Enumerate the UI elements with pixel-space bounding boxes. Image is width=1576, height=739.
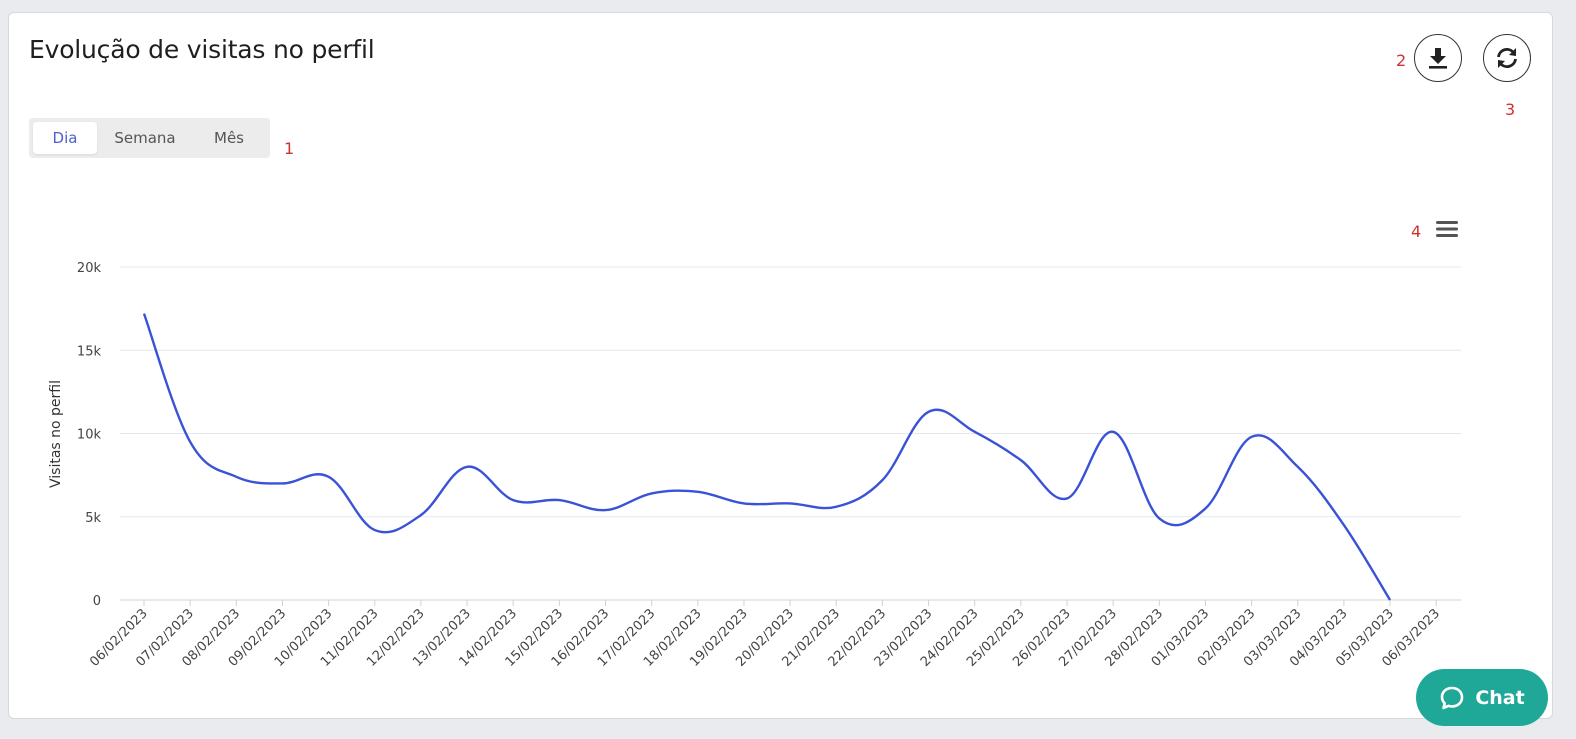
data-point[interactable] — [600, 504, 612, 516]
data-point[interactable] — [138, 308, 150, 320]
data-point[interactable] — [323, 471, 335, 483]
data-point[interactable] — [969, 426, 981, 438]
data-point[interactable] — [784, 497, 796, 509]
y-tick-label: 10k — [77, 428, 102, 443]
data-point[interactable] — [1061, 492, 1073, 504]
data-point[interactable] — [553, 494, 565, 506]
hamburger-menu-icon[interactable] — [1436, 219, 1458, 239]
data-point[interactable] — [923, 406, 935, 418]
chart-card: Evolução de visitas no perfil Dia Semana… — [8, 12, 1553, 719]
tab-mes[interactable]: Mês — [214, 129, 244, 147]
annotation-marker-3: 3 — [1505, 100, 1516, 119]
data-point[interactable] — [1292, 461, 1304, 473]
annotation-marker-4: 4 — [1411, 222, 1422, 241]
series-line — [142, 313, 1392, 601]
data-point[interactable] — [1246, 431, 1258, 443]
data-point[interactable] — [1384, 594, 1396, 606]
chat-button[interactable]: Chat — [1416, 669, 1548, 726]
data-point[interactable] — [692, 486, 704, 498]
data-point[interactable] — [369, 524, 381, 536]
x-axis: 06/02/202307/02/202308/02/202309/02/2023… — [87, 600, 1443, 670]
data-point[interactable] — [646, 487, 658, 499]
data-point[interactable] — [507, 494, 519, 506]
data-point[interactable] — [461, 461, 473, 473]
data-point[interactable] — [1107, 426, 1119, 438]
annotation-marker-1: 1 — [284, 139, 295, 158]
y-tick-label: 0 — [93, 594, 101, 609]
grid — [120, 266, 1461, 601]
download-icon — [1429, 48, 1447, 69]
refresh-icon — [1497, 48, 1517, 68]
data-points — [138, 308, 1396, 606]
page-title: Evolução de visitas no perfil — [29, 35, 375, 64]
tab-semana[interactable]: Semana — [114, 129, 176, 147]
y-axis: 0 5k 10k 15k 20k — [77, 261, 102, 609]
data-point[interactable] — [1338, 519, 1350, 531]
y-tick-label: 5k — [85, 511, 101, 526]
data-point[interactable] — [830, 501, 842, 513]
data-point[interactable] — [738, 497, 750, 509]
data-point[interactable] — [1015, 454, 1027, 466]
data-point[interactable] — [276, 477, 288, 489]
chat-bubble-icon — [1441, 686, 1464, 709]
y-tick-label: 20k — [77, 261, 102, 276]
tab-dia[interactable]: Dia — [33, 122, 97, 154]
chat-label: Chat — [1475, 686, 1525, 709]
data-point[interactable] — [1199, 502, 1211, 514]
period-tabs: Dia Semana Mês — [29, 118, 270, 158]
data-point[interactable] — [1153, 512, 1165, 524]
y-tick-label: 15k — [77, 344, 102, 359]
data-point[interactable] — [876, 474, 888, 486]
annotation-marker-2: 2 — [1396, 51, 1407, 70]
data-point[interactable] — [230, 471, 242, 483]
y-axis-label: Visitas no perfil — [48, 380, 64, 488]
data-point[interactable] — [184, 436, 196, 448]
refresh-button[interactable] — [1483, 34, 1531, 82]
data-point[interactable] — [415, 509, 427, 521]
download-button[interactable] — [1414, 34, 1462, 82]
